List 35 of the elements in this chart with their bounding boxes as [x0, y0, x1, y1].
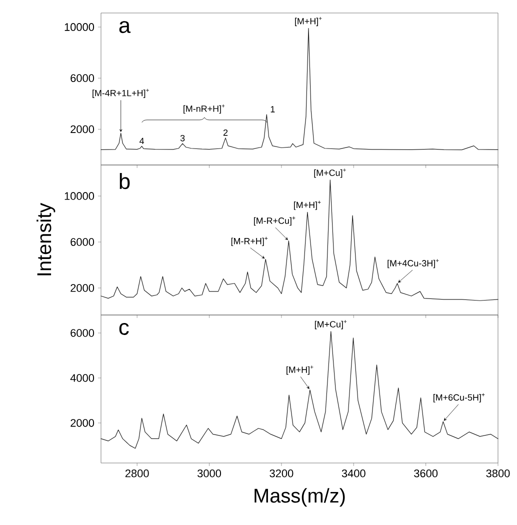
y-tick-label: 4000	[70, 374, 94, 382]
annotation: 4	[139, 138, 144, 144]
annotation: 3	[180, 134, 185, 142]
annotation: [M-R+H]$^{+}$	[231, 236, 268, 246]
annotation: 1	[270, 106, 275, 112]
annotation: [M+6Cu-5H]$^{+}$	[433, 393, 485, 402]
annotation: [M+H]$^{+}$	[295, 17, 322, 26]
chart-title: c	[119, 322, 129, 335]
annotation: [M-4R+1L+H]$^{+}$	[92, 88, 149, 98]
y-tick-label: 2000	[70, 125, 94, 134]
y-tick-label: 2000	[70, 284, 94, 292]
annotation: [M+4Cu-3H]$^{+}$	[388, 259, 439, 268]
annotation: 2	[223, 129, 228, 136]
y-tick-label: 10000	[64, 23, 94, 31]
y-tick-label: 6000	[70, 329, 94, 337]
x-tick-label: 2800	[125, 470, 149, 478]
annotation: [M-nR+H]$^{+}$	[184, 104, 225, 114]
y-tick-label: 10000	[64, 192, 94, 200]
y-tick-label: 6000	[70, 74, 94, 82]
x-tick-label: 3800	[486, 470, 510, 478]
annotation: [M+H]$^{+}$	[294, 200, 321, 210]
annotation: [M+Cu]$^{+}$	[314, 168, 346, 178]
annotation: [M-R+Cu]$^{+}$	[254, 216, 296, 226]
x-tick-label: 3200	[270, 470, 294, 478]
x-tick-label: 3600	[414, 470, 438, 478]
chart-title: a	[119, 21, 131, 34]
annotation: [M+Cu]$^{+}$	[314, 320, 347, 330]
y-tick-label: 6000	[70, 238, 94, 246]
x-axis-title: Mass(m/z)	[254, 488, 345, 507]
chart-title: b	[120, 173, 130, 190]
y-tick-label: 2000	[70, 419, 94, 427]
x-tick-label: 3400	[342, 470, 366, 478]
annotation: [M+H]$^{+}$	[286, 366, 314, 375]
y-axis-title: Intensity	[36, 202, 56, 276]
x-tick-label: 3000	[198, 470, 222, 478]
